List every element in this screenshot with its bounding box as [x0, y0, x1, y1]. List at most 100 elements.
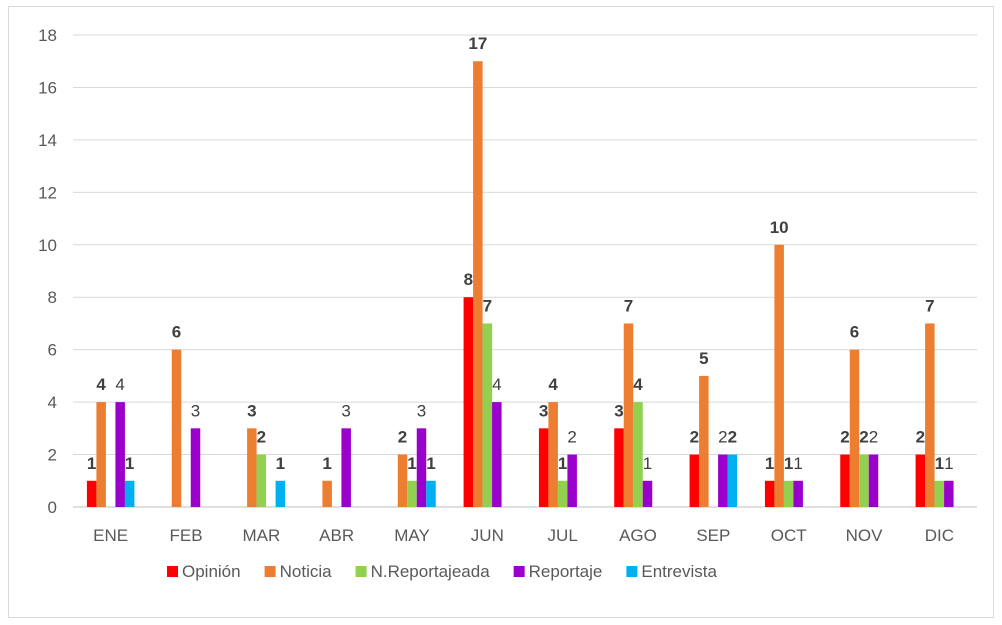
x-axis-ticks: ENE FEB MAR ABR MAY JUN JUL AGO SEP OCT NOV DIC — [93, 526, 954, 545]
gridlines — [73, 34, 977, 508]
x-tick-label: MAR — [242, 526, 280, 545]
legend-swatch — [264, 566, 276, 577]
x-tick-label: ENE — [93, 526, 128, 545]
data-label: 3 — [539, 401, 548, 420]
bar-opini-n — [915, 454, 926, 507]
data-label: 5 — [699, 349, 708, 368]
bar-noticia — [473, 61, 483, 507]
data-label: 4 — [492, 375, 501, 394]
data-label: 6 — [172, 323, 181, 342]
x-tick-label: DIC — [925, 526, 954, 545]
data-label: 10 — [770, 218, 789, 237]
data-label: 3 — [341, 401, 350, 420]
bar-opini-n — [840, 454, 850, 507]
bar-entrevista — [727, 454, 738, 507]
bar-entrevista — [124, 480, 135, 507]
data-label: 17 — [468, 34, 487, 53]
bar-noticia — [548, 402, 558, 507]
x-tick-label: OCT — [771, 526, 807, 545]
bar-reportaje — [793, 480, 803, 507]
bar-reportaje — [416, 428, 427, 507]
bar-noticia — [925, 323, 935, 507]
data-label: 1 — [944, 454, 953, 473]
data-label: 2 — [840, 428, 849, 447]
legend-swatch — [626, 566, 638, 577]
bar-noticia — [699, 375, 709, 507]
bar-reportaje — [492, 402, 502, 507]
x-tick-label: SEP — [696, 526, 730, 545]
data-label: 6 — [850, 323, 859, 342]
y-tick-label: 2 — [48, 446, 57, 465]
bar-n-reportajeada — [633, 402, 643, 507]
x-tick-label: JUL — [548, 526, 578, 545]
data-label: 4 — [115, 375, 124, 394]
y-tick-label: 0 — [48, 498, 57, 517]
legend-label: Reportaje — [529, 562, 603, 581]
legend: Opinión Noticia N.Reportajeada Reportaje Ent… — [167, 562, 718, 581]
bar-n-reportajeada — [783, 480, 794, 507]
data-label: 4 — [548, 375, 558, 394]
data-label: 2 — [567, 428, 576, 447]
data-label: 3 — [614, 401, 623, 420]
y-tick-label: 16 — [38, 78, 57, 97]
data-label: 2 — [728, 428, 737, 447]
data-label: 2 — [690, 428, 699, 447]
legend-swatch — [167, 566, 178, 577]
bar-n-reportajeada — [859, 454, 869, 507]
bar-noticia — [774, 244, 784, 507]
data-label: 1 — [793, 454, 802, 473]
bar-entrevista — [275, 480, 286, 507]
legend-label: Noticia — [280, 562, 333, 581]
bar-n-reportajeada — [256, 454, 267, 507]
data-label: 7 — [624, 296, 633, 315]
bar-reportaje — [718, 454, 728, 507]
bar-opini-n — [689, 454, 700, 507]
bar-noticia — [623, 323, 634, 507]
bar-reportaje — [944, 480, 954, 507]
chart-frame: 0 2 4 6 8 10 12 14 16 18 1 4 4 1 6 3 3 2 1 1 3 2 1 3 1 8 17 7 4 3 4 1 2… — [8, 6, 994, 618]
bar-reportaje — [642, 480, 653, 507]
x-tick-label: ABR — [319, 526, 354, 545]
data-label: 2 — [257, 428, 266, 447]
bar-n-reportajeada — [407, 480, 417, 507]
data-label: 4 — [96, 375, 106, 394]
data-label: 8 — [464, 270, 473, 289]
data-label: 1 — [643, 454, 652, 473]
y-tick-label: 8 — [48, 288, 57, 307]
x-tick-label: MAY — [394, 526, 430, 545]
y-tick-label: 14 — [38, 131, 57, 150]
data-label: 1 — [935, 454, 944, 473]
bar-noticia — [322, 480, 332, 507]
bar-entrevista — [426, 480, 436, 507]
legend-label: N.Reportajeada — [371, 562, 491, 581]
y-tick-label: 4 — [48, 393, 57, 412]
legend-label: Entrevista — [641, 562, 717, 581]
bar-reportaje — [341, 428, 351, 507]
bar-reportaje — [115, 402, 125, 507]
bar-opini-n — [538, 428, 549, 507]
bar-n-reportajeada — [557, 480, 568, 507]
data-label: 2 — [869, 428, 878, 447]
data-label: 4 — [633, 375, 643, 394]
x-tick-label: NOV — [846, 526, 884, 545]
data-label: 1 — [276, 454, 285, 473]
bar-reportaje — [868, 454, 879, 507]
data-label: 3 — [247, 401, 256, 420]
bar-n-reportajeada — [482, 323, 493, 507]
legend-swatch — [513, 566, 525, 577]
y-axis-ticks: 0 2 4 6 8 10 12 14 16 18 — [38, 26, 57, 517]
data-label: 3 — [417, 401, 426, 420]
data-label: 7 — [483, 296, 492, 315]
bar-noticia — [849, 349, 860, 507]
data-label: 2 — [916, 428, 925, 447]
data-label: 3 — [191, 401, 200, 420]
data-label: 1 — [407, 454, 416, 473]
bar-noticia — [96, 402, 106, 507]
data-label: 1 — [558, 454, 567, 473]
bar-opini-n — [764, 480, 775, 507]
data-label: 2 — [718, 428, 727, 447]
bar-opini-n — [463, 297, 474, 507]
legend-swatch — [355, 566, 367, 577]
